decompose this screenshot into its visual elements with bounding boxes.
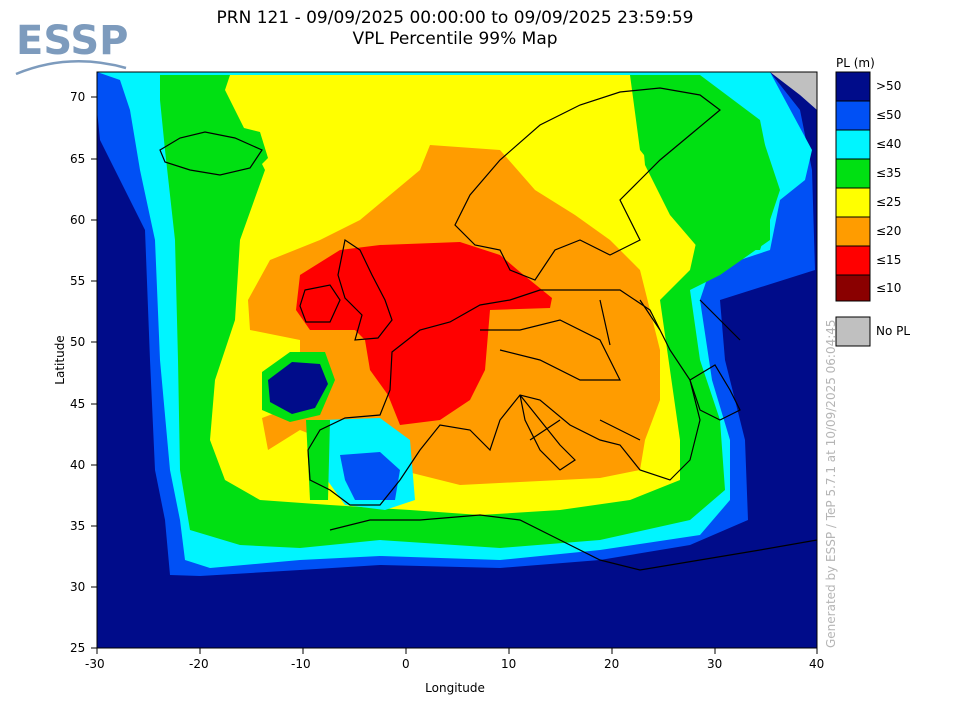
x-tick-label: 0	[402, 657, 410, 671]
map-title: PRN 121 - 09/09/2025 00:00:00 to 09/09/2…	[110, 8, 800, 50]
coast-scandinavia	[454, 87, 721, 281]
region-le15	[296, 242, 552, 425]
axis-ticks	[91, 96, 818, 654]
coastlines	[159, 87, 817, 571]
x-tick-label: 40	[809, 657, 825, 671]
coast-britain	[337, 239, 393, 341]
legend-swatch-le35	[835, 158, 871, 189]
legend-swatch-le40	[835, 129, 871, 160]
coast-italy	[519, 394, 576, 471]
legend-label-le10: ≤10	[876, 281, 902, 295]
legend-label-no-pl: No PL	[876, 324, 911, 338]
coast-borders	[480, 299, 741, 441]
coast-ireland	[299, 284, 341, 323]
legend-label-le50: ≤50	[876, 108, 902, 122]
legend-label-le20: ≤20	[876, 224, 902, 238]
title-line-2: VPL Percentile 99% Map	[352, 29, 558, 49]
coast-north-africa	[329, 514, 817, 571]
legend-label-gt50: >50	[876, 79, 902, 93]
legend-label-le40: ≤40	[876, 137, 902, 151]
y-tick-label: 70	[70, 90, 86, 104]
y-tick-label: 40	[70, 458, 86, 472]
legend-swatch-le10	[835, 274, 871, 302]
generation-credit: Generated by ESSP / TeP 5.7.1 at 10/09/2…	[824, 319, 838, 648]
x-tick-label: 30	[707, 657, 723, 671]
y-tick-label: 45	[70, 397, 86, 411]
x-tick-label: 20	[604, 657, 620, 671]
x-tick-label: -20	[189, 657, 209, 671]
legend-label-le35: ≤35	[876, 166, 902, 180]
region-biscay-dark	[268, 362, 328, 414]
x-tick-label: -30	[85, 657, 105, 671]
legend-swatch-no-pl	[835, 316, 871, 347]
region-iberia-blue	[340, 452, 400, 500]
logo-swoosh	[15, 60, 127, 76]
y-tick-label: 50	[70, 335, 86, 349]
y-tick-label: 60	[70, 213, 86, 227]
legend-label-le25: ≤25	[876, 195, 902, 209]
title-line-1: PRN 121 - 09/09/2025 00:00:00 to 09/09/2…	[216, 8, 694, 28]
region-iberia-green	[306, 420, 330, 500]
coast-iceland	[159, 131, 263, 176]
legend-title: PL (m)	[836, 56, 875, 70]
legend-swatches	[835, 71, 871, 347]
legend-swatch-le50	[835, 100, 871, 131]
pl-contour-field	[97, 72, 817, 648]
y-axis-label: Latitude	[53, 335, 67, 385]
y-tick-label: 35	[70, 519, 86, 533]
legend-swatch-le25	[835, 187, 871, 218]
x-tick-label: 10	[501, 657, 517, 671]
region-no-pl	[770, 72, 817, 110]
y-tick-label: 55	[70, 274, 86, 288]
coast-continent	[307, 289, 701, 506]
y-tick-label: 25	[70, 641, 86, 655]
y-tick-label: 65	[70, 152, 86, 166]
essp-logo: ESSP	[15, 18, 128, 76]
x-tick-label: -10	[291, 657, 311, 671]
legend-label-le15: ≤15	[876, 253, 902, 267]
region-le35-patch-east	[640, 95, 780, 250]
logo-text: ESSP	[16, 18, 128, 64]
y-tick-label: 30	[70, 580, 86, 594]
legend-swatch-gt50	[835, 71, 871, 102]
x-axis-label: Longitude	[425, 681, 485, 695]
coast-black-sea	[689, 364, 741, 421]
legend-swatch-le20	[835, 216, 871, 247]
legend-swatch-le15	[835, 245, 871, 276]
plot-frame	[96, 71, 818, 649]
